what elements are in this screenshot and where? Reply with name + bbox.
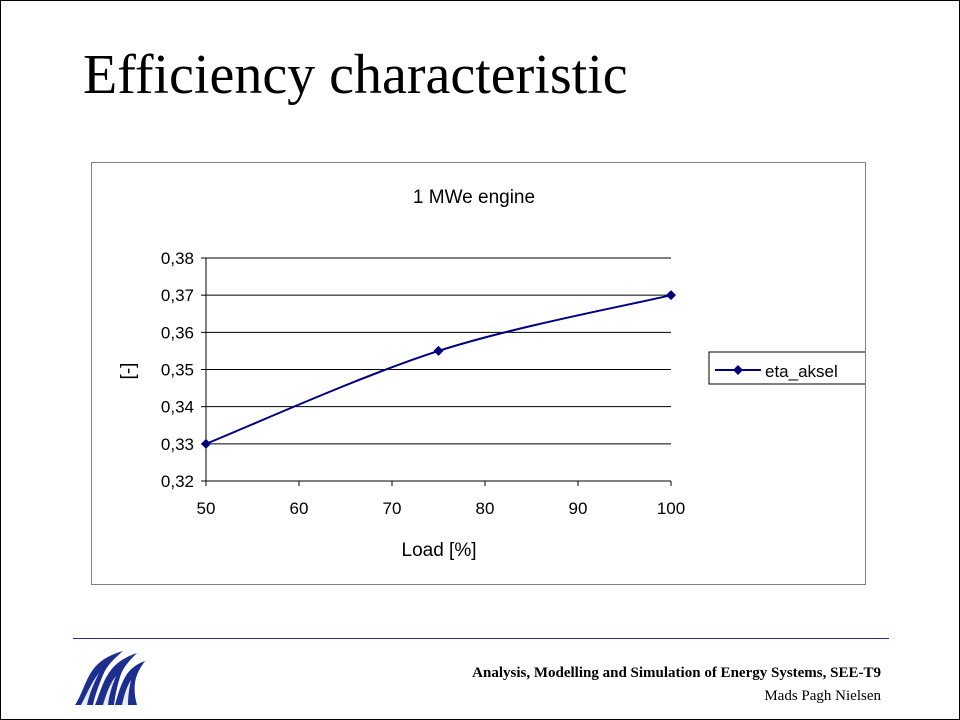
footer-course: Analysis, Modelling and Simulation of En… <box>472 665 881 681</box>
y-tick-label: 0,36 <box>161 323 194 342</box>
y-axis-label: [-] <box>118 363 139 380</box>
data-point-2 <box>666 290 676 301</box>
y-tick-label: 0,35 <box>161 361 194 380</box>
legend: eta_aksel <box>708 351 865 385</box>
tick-labels: 0,32 0,33 0,34 0,35 0,36 0,37 0,38 50 60 70 80 90 10… <box>161 249 685 518</box>
x-axis-label: Load [%] <box>402 540 477 561</box>
x-tick-label: 70 <box>383 499 402 518</box>
grid-lines <box>206 257 671 445</box>
footer-author: Mads Pagh Nielsen <box>764 688 881 704</box>
axes <box>201 257 672 486</box>
series-layer <box>201 290 676 449</box>
university-logo-icon <box>75 651 145 705</box>
legend-label: eta_aksel <box>765 362 838 381</box>
y-tick-label: 0,38 <box>161 249 194 268</box>
efficiency-chart: 1 MWe engine 0,320,330,340,350,360,370,3… <box>118 187 865 561</box>
x-tick-label: 50 <box>197 499 216 518</box>
chart-title: 1 MWe engine <box>413 187 535 208</box>
y-tick-label: 0,34 <box>161 398 194 417</box>
chart-frame: 1 MWe engine 0,32 0,33 0,34 0,35 0,36 0,37 0,3… <box>91 162 866 585</box>
y-tick-label: 0,32 <box>161 472 194 491</box>
x-tick-label: 80 <box>476 499 495 518</box>
x-tick-label: 60 <box>290 499 309 518</box>
y-tick-label: 0,33 <box>161 435 194 454</box>
slide-title: Efficiency characteristic <box>83 44 628 106</box>
x-tick-label: 100 <box>657 499 685 518</box>
legend-marker <box>733 365 743 375</box>
y-tick-label: 0,37 <box>161 286 194 305</box>
data-point-0 <box>201 438 211 449</box>
data-point-1 <box>433 345 444 356</box>
x-tick-label: 90 <box>569 499 588 518</box>
footer-rule <box>73 638 889 639</box>
